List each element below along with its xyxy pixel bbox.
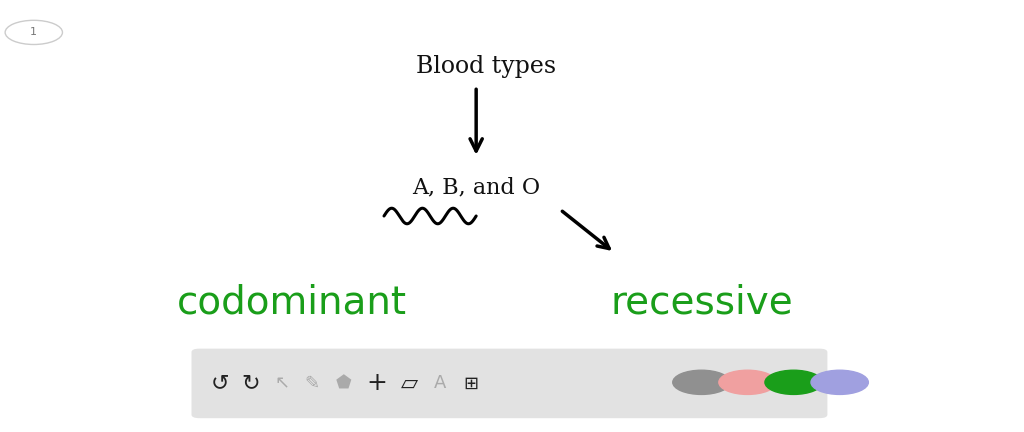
Circle shape xyxy=(765,370,822,394)
Text: ⊞: ⊞ xyxy=(464,375,478,392)
Text: ↻: ↻ xyxy=(242,373,260,394)
Text: Blood types: Blood types xyxy=(417,55,556,79)
Text: A, B, and O: A, B, and O xyxy=(412,177,541,199)
Text: ▱: ▱ xyxy=(401,373,418,394)
Circle shape xyxy=(673,370,730,394)
Text: 1: 1 xyxy=(31,27,37,38)
FancyBboxPatch shape xyxy=(191,349,827,418)
Text: A: A xyxy=(434,375,446,392)
Text: ✎: ✎ xyxy=(305,375,319,392)
Text: ⬟: ⬟ xyxy=(335,375,351,392)
Circle shape xyxy=(719,370,776,394)
Circle shape xyxy=(811,370,868,394)
Text: recessive: recessive xyxy=(610,283,793,321)
Text: ↖: ↖ xyxy=(274,375,289,392)
Text: +: + xyxy=(367,372,387,395)
Text: codominant: codominant xyxy=(177,283,407,321)
Text: ↺: ↺ xyxy=(211,373,229,394)
